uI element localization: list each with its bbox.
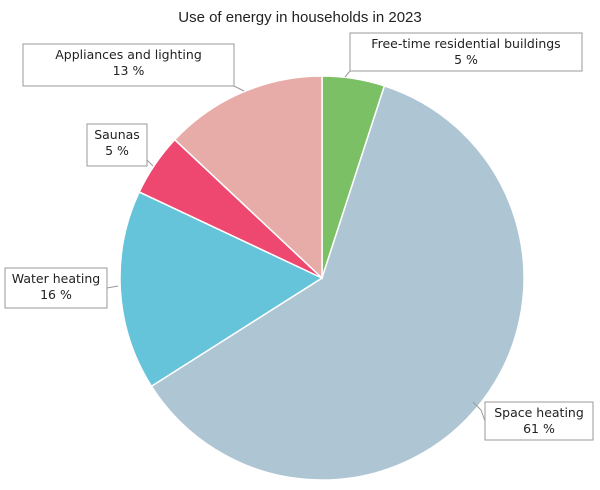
- slice-value-label: 5 %: [105, 143, 129, 158]
- chart-title: Use of energy in households in 2023: [178, 9, 422, 26]
- slice-label: Space heating: [494, 405, 584, 420]
- callout-box: [22, 43, 235, 87]
- callout-box: [4, 267, 108, 309]
- slice-value-label: 16 %: [40, 287, 72, 302]
- slice-value-label: 5 %: [454, 52, 478, 67]
- leader-line: [146, 159, 154, 167]
- leader-line: [472, 401, 486, 422]
- slice-appliances-and-lighting: [173, 75, 323, 280]
- leader-line: [344, 70, 351, 78]
- slice-label: Free-time residential buildings: [371, 36, 560, 51]
- callout-box: [349, 32, 583, 72]
- slice-value-label: 61 %: [523, 421, 555, 436]
- slice-label: Water heating: [12, 271, 100, 286]
- slice-water-heating: [119, 190, 324, 388]
- slice-label: Appliances and lighting: [55, 47, 202, 62]
- slice-space-heating: [150, 84, 525, 481]
- callout-box: [484, 401, 594, 441]
- slice-label: Saunas: [94, 127, 140, 142]
- leader-line: [106, 285, 119, 289]
- leader-line: [233, 85, 245, 92]
- pie-slices: [119, 75, 525, 481]
- callout-box: [86, 123, 148, 167]
- slice-value-label: 13 %: [113, 63, 145, 78]
